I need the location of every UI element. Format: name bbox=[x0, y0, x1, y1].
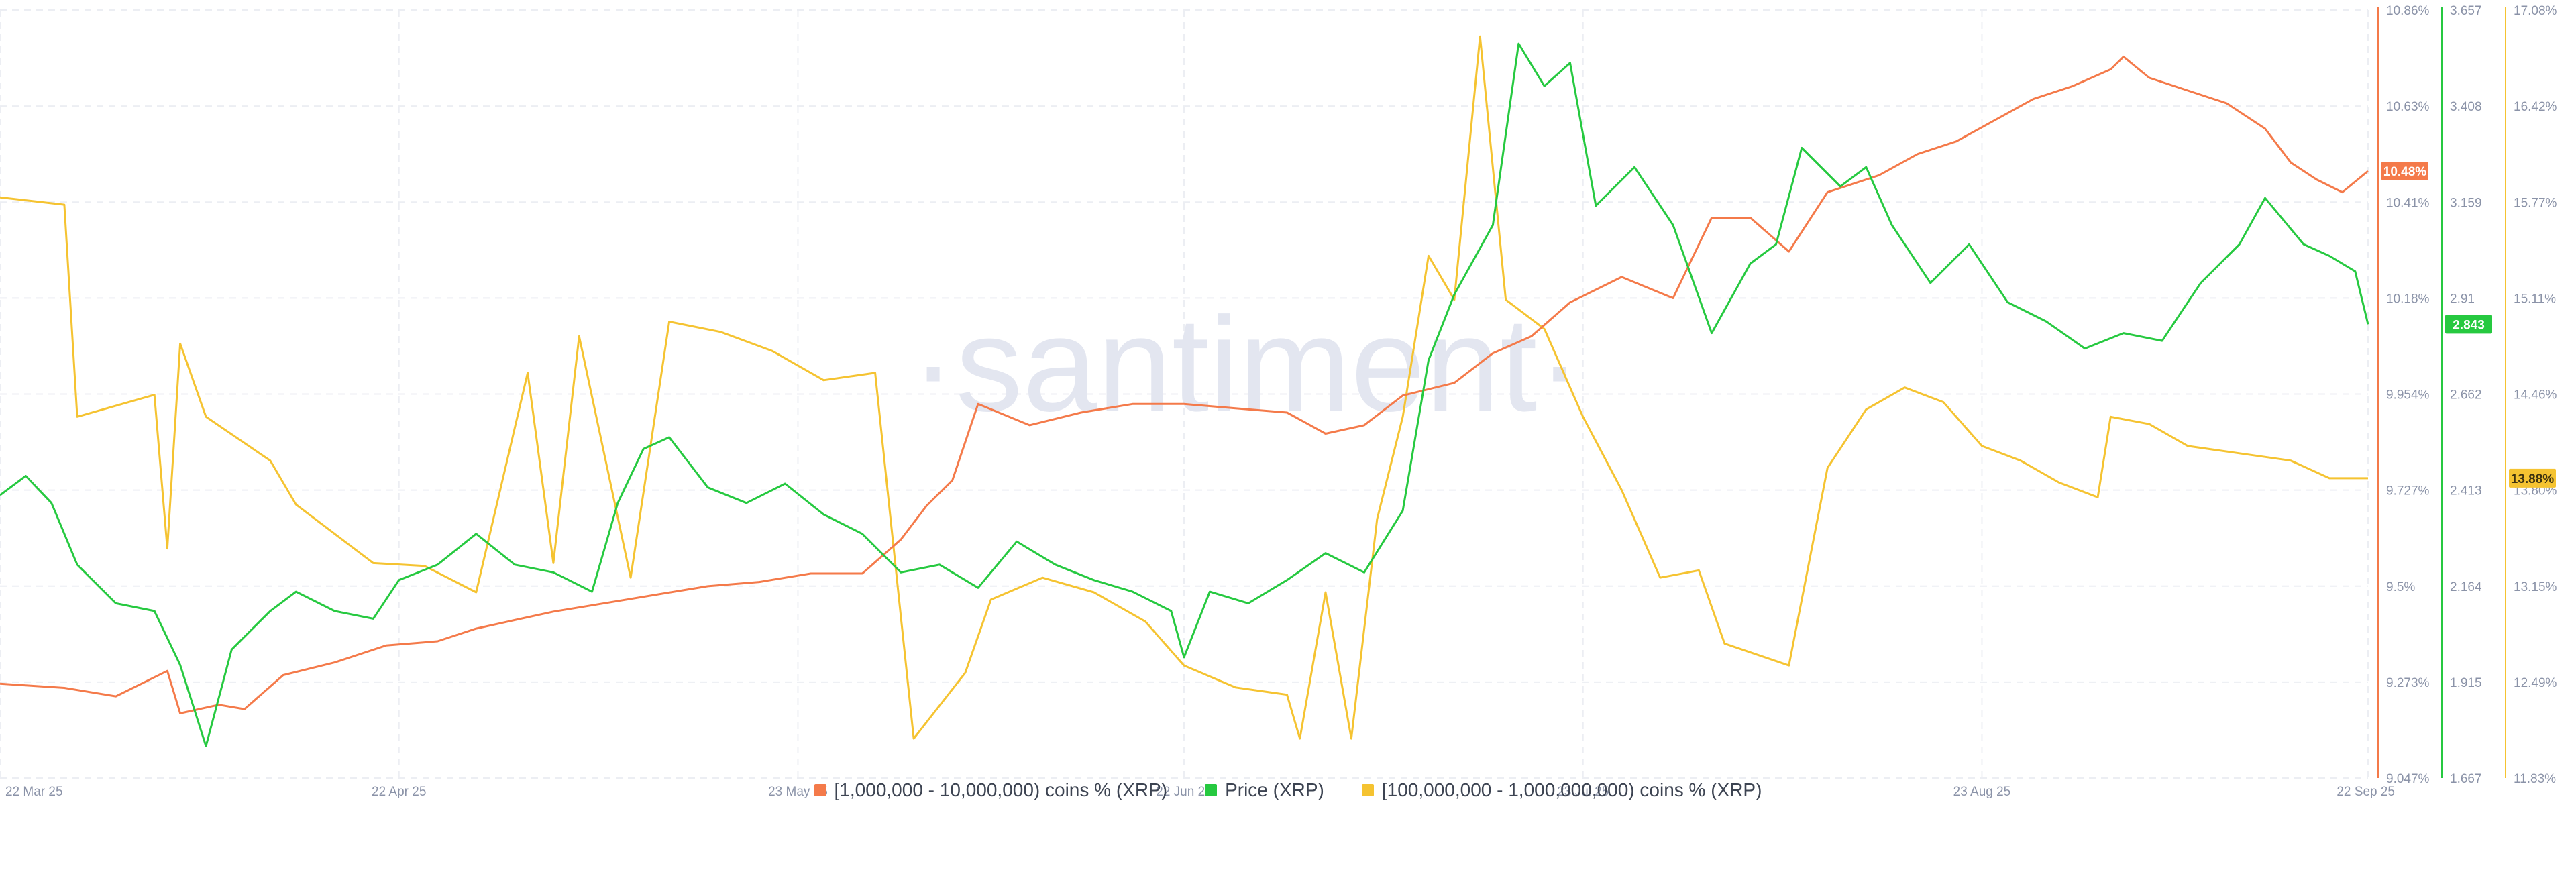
axis-tick-yellow: 11.83% bbox=[2514, 772, 2556, 786]
grid-lines bbox=[0, 9, 2369, 779]
series-line-orange[interactable] bbox=[0, 56, 2369, 714]
current-value-badges: 13.88% 10.48% 2.843 bbox=[2381, 161, 2556, 488]
axes-layer: 10.86% 10.63% 10.41% 10.18% 9.954% 9.727% 9.5%… bbox=[2377, 4, 2557, 786]
legend-item-100m-1b-coins[interactable]: [100,000,000 - 1,000,000,000) coins % (X… bbox=[1361, 779, 1762, 801]
series-line-green[interactable] bbox=[0, 42, 2369, 747]
x-axis-ticks: 22 Mar 25 22 Apr 25 23 May 25 22 Jun 25 23 J… bbox=[5, 785, 2395, 799]
x-tick-label: 22 Sep 25 bbox=[2337, 785, 2395, 799]
axis-tick-green: 2.413 bbox=[2450, 484, 2482, 498]
axis-tick-yellow: 16.42% bbox=[2514, 100, 2557, 114]
axis-tick-green: 2.91 bbox=[2450, 292, 2475, 306]
current-badge-green bbox=[2445, 315, 2492, 334]
axis-tick-yellow: 12.49% bbox=[2514, 676, 2557, 690]
axis-tick-yellow: 13.15% bbox=[2514, 580, 2557, 594]
axis-tick-orange: 9.273% bbox=[2386, 676, 2430, 690]
series-layer bbox=[0, 35, 2369, 747]
x-tick-label: 23 Jul 25 bbox=[1557, 785, 1609, 799]
legend-item-1m-10m-coins[interactable]: [1,000,000 - 10,000,000) coins % (XRP) bbox=[814, 779, 1168, 801]
axis-tick-orange: 10.63% bbox=[2386, 100, 2430, 114]
x-tick-label: 23 May 25 bbox=[768, 785, 828, 799]
axis-tick-yellow: 17.08% bbox=[2514, 4, 2557, 18]
axis-tick-orange: 9.5% bbox=[2386, 580, 2415, 594]
legend-swatch-green bbox=[1205, 784, 1218, 796]
legend-swatch-orange bbox=[814, 784, 826, 796]
axis-tick-orange: 9.954% bbox=[2386, 388, 2430, 402]
axis-tick-orange: 10.86% bbox=[2386, 4, 2430, 18]
axis-tick-green: 3.408 bbox=[2450, 100, 2482, 114]
current-badge-label: 2.843 bbox=[2453, 318, 2485, 332]
axis-tick-yellow: 14.46% bbox=[2514, 388, 2557, 402]
axis-tick-green: 1.915 bbox=[2450, 676, 2482, 690]
legend: [1,000,000 - 10,000,000) coins % (XRP) P… bbox=[0, 777, 2576, 804]
axis-tick-orange: 9.727% bbox=[2386, 484, 2430, 498]
legend-swatch-yellow bbox=[1361, 784, 1374, 796]
x-tick-label: 23 Aug 25 bbox=[1953, 785, 2011, 799]
legend-item-price[interactable]: Price (XRP) bbox=[1205, 779, 1324, 801]
axis-tick-green: 2.164 bbox=[2450, 580, 2482, 594]
axis-tick-green: 2.662 bbox=[2450, 388, 2482, 402]
axis-tick-green: 3.657 bbox=[2450, 4, 2482, 18]
current-badge-yellow bbox=[2509, 468, 2556, 488]
x-tick-label: 22 Apr 25 bbox=[372, 785, 426, 799]
current-badge-label: 13.88% bbox=[2511, 472, 2555, 486]
current-badge-orange bbox=[2381, 161, 2428, 180]
legend-label: [1,000,000 - 10,000,000) coins % (XRP) bbox=[834, 779, 1168, 800]
axis-tick-green: 3.159 bbox=[2450, 196, 2482, 210]
legend-label: Price (XRP) bbox=[1225, 779, 1324, 800]
axis-tick-yellow: 15.11% bbox=[2514, 292, 2556, 306]
axis-tick-yellow: 15.77% bbox=[2514, 196, 2557, 210]
legend-label: [100,000,000 - 1,000,000,000) coins % (X… bbox=[1381, 779, 1762, 800]
x-tick-label: 22 Jun 25 bbox=[1156, 785, 1212, 799]
x-tick-label: 22 Mar 25 bbox=[5, 785, 63, 799]
axis-tick-green: 1.667 bbox=[2450, 772, 2482, 786]
axis-tick-orange: 9.047% bbox=[2386, 772, 2430, 786]
axis-tick-orange: 10.18% bbox=[2386, 292, 2430, 306]
current-badge-label: 10.48% bbox=[2383, 165, 2427, 179]
santiment-watermark: ·santiment· bbox=[911, 290, 1582, 439]
series-line-yellow[interactable] bbox=[0, 35, 2368, 740]
axis-tick-orange: 10.41% bbox=[2386, 196, 2430, 210]
